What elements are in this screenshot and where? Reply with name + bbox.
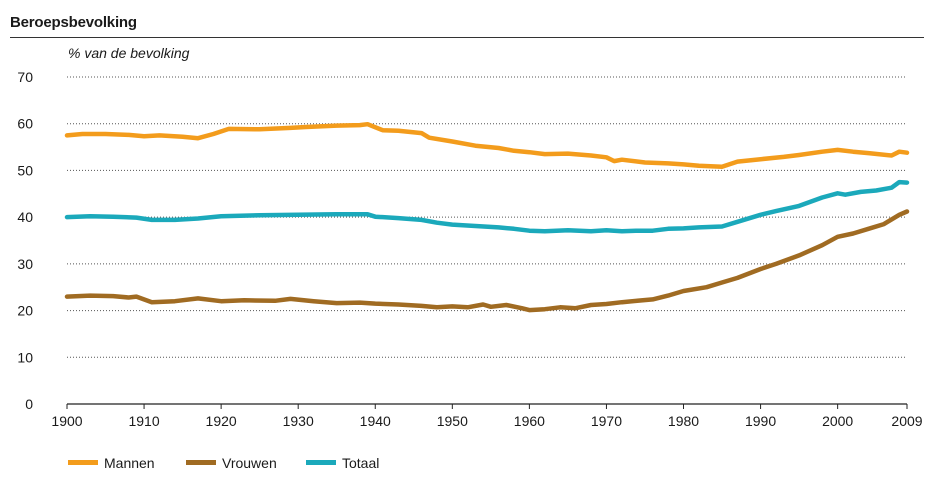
y-tick-label: 0 — [25, 396, 33, 412]
series-line-vrouwen — [64, 209, 910, 313]
x-tick-label: 2000 — [822, 413, 853, 429]
x-tick-label: 1900 — [51, 413, 82, 429]
x-axis-ticks: 1900 1910 1920 1930 1940 1950 1960 1970 1980 1990… — [51, 404, 923, 429]
y-tick-label: 40 — [17, 209, 33, 225]
y-tick-label: 30 — [17, 256, 33, 272]
x-tick-label: 1930 — [283, 413, 314, 429]
legend-label: Totaal — [342, 455, 379, 471]
x-tick-label: 1970 — [591, 413, 622, 429]
y-tick-label: 10 — [17, 349, 33, 365]
x-tick-label: 1990 — [745, 413, 776, 429]
legend-swatch — [186, 460, 216, 465]
gridlines — [67, 76, 907, 405]
y-tick-label: 20 — [17, 303, 33, 319]
x-tick-label: 1910 — [128, 413, 159, 429]
x-tick-label: 1940 — [360, 413, 391, 429]
legend: Mannen Vrouwen Totaal — [68, 455, 379, 471]
y-axis-ticks: 0 10 20 30 40 50 60 70 — [17, 69, 33, 412]
series-line-totaal — [64, 179, 910, 234]
title-divider — [10, 37, 924, 38]
series-lines — [64, 121, 910, 313]
legend-label: Vrouwen — [222, 455, 277, 471]
x-tick-label: 1950 — [437, 413, 468, 429]
legend-label: Mannen — [104, 455, 155, 471]
y-axis-label: % van de bevolking — [68, 45, 190, 61]
y-tick-label: 70 — [17, 69, 33, 85]
x-tick-label: 1980 — [668, 413, 699, 429]
series-line-mannen — [64, 121, 910, 169]
x-tick-label: 2009 — [891, 413, 922, 429]
x-tick-label: 1960 — [514, 413, 545, 429]
legend-swatch — [306, 460, 336, 465]
x-tick-label: 1920 — [206, 413, 237, 429]
y-tick-label: 60 — [17, 116, 33, 132]
y-tick-label: 50 — [17, 162, 33, 178]
legend-swatch — [68, 460, 98, 465]
page-title: Beroepsbevolking — [10, 14, 137, 31]
